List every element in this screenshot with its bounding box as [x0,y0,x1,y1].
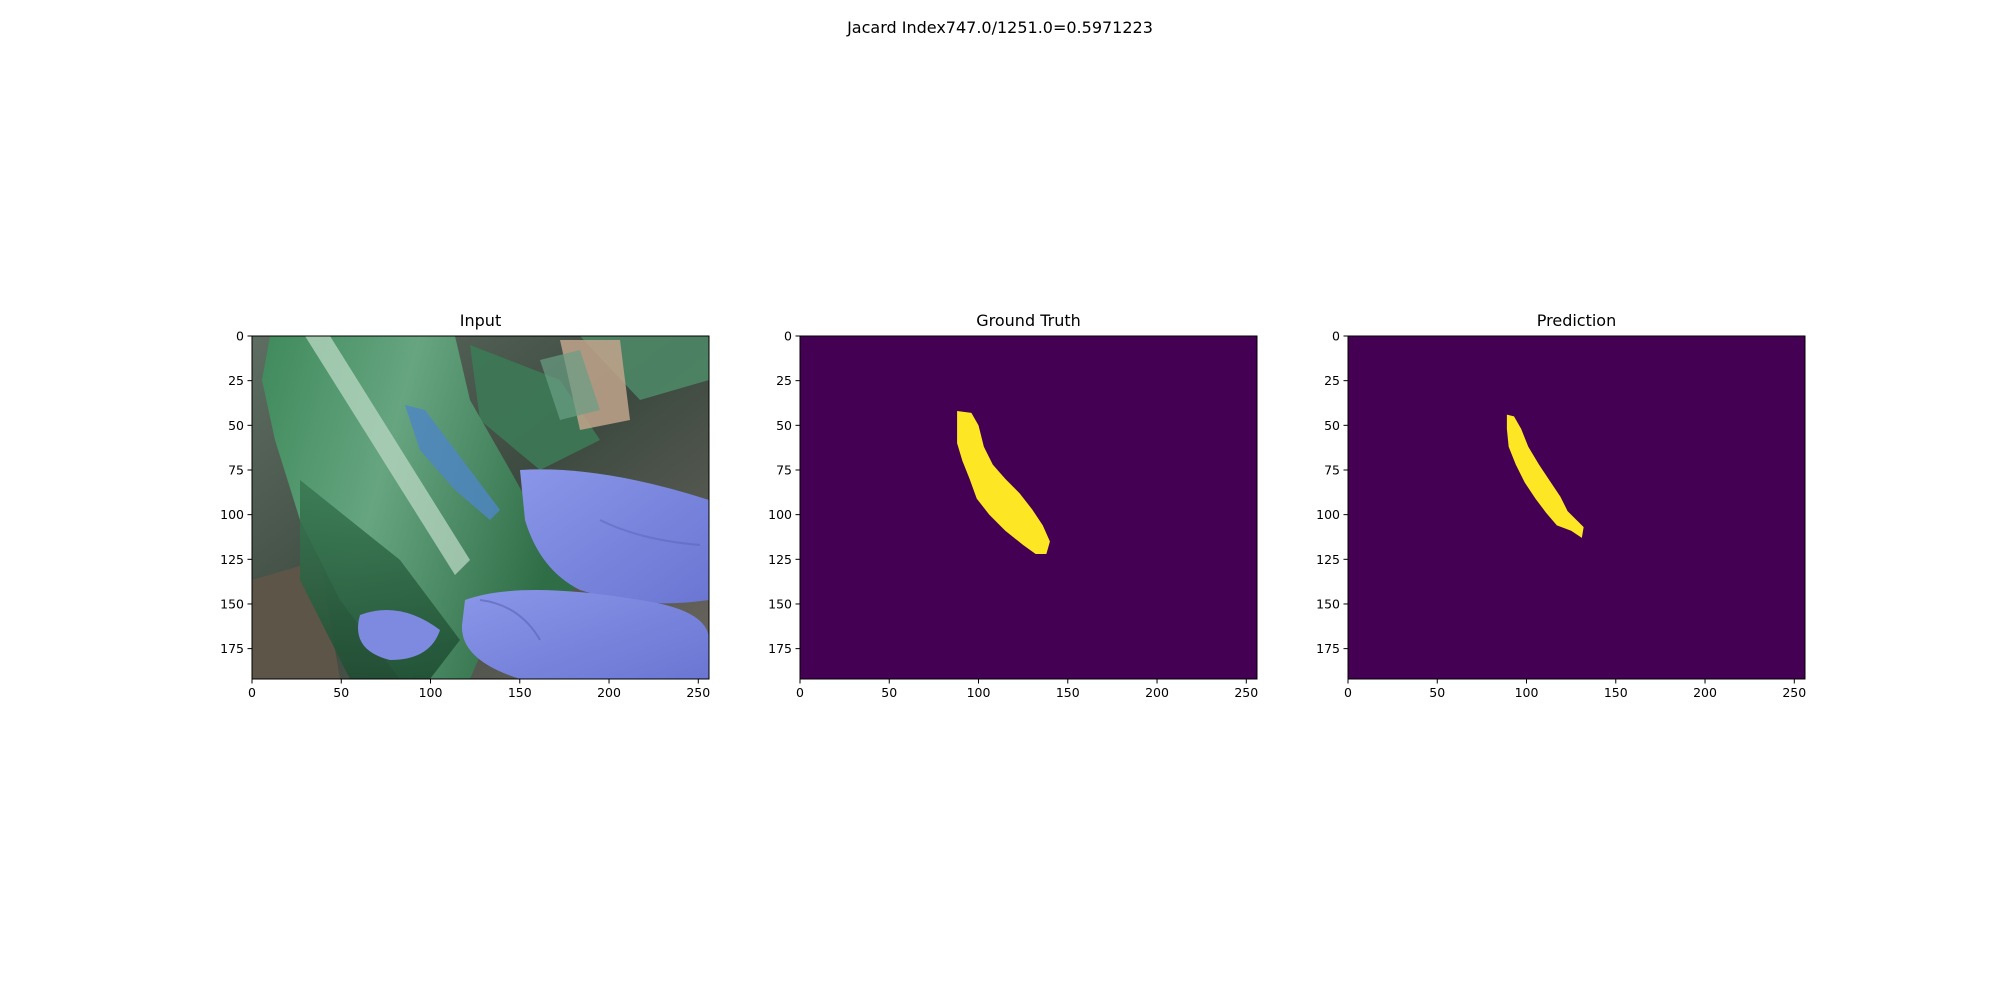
ytick-label-ground-truth: 25 [776,373,792,388]
ytick-label-input: 150 [220,596,244,611]
ytick-label-ground-truth: 0 [784,329,792,344]
panel-title-prediction: Prediction [1537,311,1616,330]
ytick-label-prediction: 150 [1316,596,1340,611]
xtick-label-input: 100 [419,685,443,700]
xtick-label-prediction: 250 [1782,685,1806,700]
ytick-label-ground-truth: 175 [768,641,792,656]
ytick-label-prediction: 100 [1316,507,1340,522]
input-image [252,336,709,679]
xtick-label-input: 50 [333,685,349,700]
panel-title-input: Input [460,311,501,330]
xtick-label-ground-truth: 250 [1234,685,1258,700]
yticks-input: 0 25 50 75 100 125 150 175 [220,329,252,656]
xtick-label-ground-truth: 0 [796,685,804,700]
ytick-label-input: 125 [220,552,244,567]
ytick-label-prediction: 25 [1324,373,1340,388]
xticks-ground-truth: 0 50 100 150 200 250 [796,679,1258,700]
ytick-label-prediction: 125 [1316,552,1340,567]
xtick-label-input: 200 [597,685,621,700]
ytick-label-prediction: 50 [1324,418,1340,433]
xtick-label-ground-truth: 200 [1145,685,1169,700]
xtick-label-prediction: 0 [1344,685,1352,700]
ytick-label-ground-truth: 100 [768,507,792,522]
panel-prediction: Prediction 0 50 100 150 200 250 0 25 50 75 100 125… [1316,311,1806,700]
axes-frame-prediction [1347,335,1806,680]
ytick-label-input: 25 [228,373,244,388]
panel-title-ground-truth: Ground Truth [976,311,1081,330]
mask-ground-truth [957,411,1050,554]
xtick-label-ground-truth: 100 [967,685,991,700]
xtick-label-input: 250 [686,685,710,700]
xtick-label-prediction: 50 [1429,685,1445,700]
figure-suptitle: Jacard Index747.0/1251.0=0.5971223 [846,18,1153,37]
xtick-label-input: 0 [248,685,256,700]
ytick-label-input: 100 [220,507,244,522]
ytick-label-ground-truth: 125 [768,552,792,567]
ytick-label-prediction: 0 [1332,329,1340,344]
ytick-label-ground-truth: 50 [776,418,792,433]
xtick-label-prediction: 100 [1515,685,1539,700]
xticks-prediction: 0 50 100 150 200 250 [1344,679,1806,700]
xtick-label-prediction: 200 [1693,685,1717,700]
ytick-label-input: 175 [220,641,244,656]
yticks-ground-truth: 0 25 50 75 100 125 150 175 [768,329,800,656]
mask-prediction [1506,414,1584,538]
heatmap-background-prediction [1348,336,1805,679]
ytick-label-input: 0 [236,329,244,344]
yticks-prediction: 0 25 50 75 100 125 150 175 [1316,329,1348,656]
ytick-label-prediction: 75 [1324,462,1340,477]
ytick-label-input: 75 [228,462,244,477]
ytick-label-prediction: 175 [1316,641,1340,656]
xtick-label-ground-truth: 150 [1056,685,1080,700]
xtick-label-prediction: 150 [1604,685,1628,700]
xtick-label-input: 150 [508,685,532,700]
ytick-label-ground-truth: 75 [776,462,792,477]
axes-frame-ground-truth [799,335,1258,680]
panel-ground-truth: Ground Truth 0 50 100 150 200 250 0 25 50 75 100 1… [768,311,1258,700]
ytick-label-input: 50 [228,418,244,433]
xticks-input: 0 50 100 150 200 250 [248,679,710,700]
ytick-label-ground-truth: 150 [768,596,792,611]
xtick-label-ground-truth: 50 [881,685,897,700]
axes-frame-input [251,335,710,680]
